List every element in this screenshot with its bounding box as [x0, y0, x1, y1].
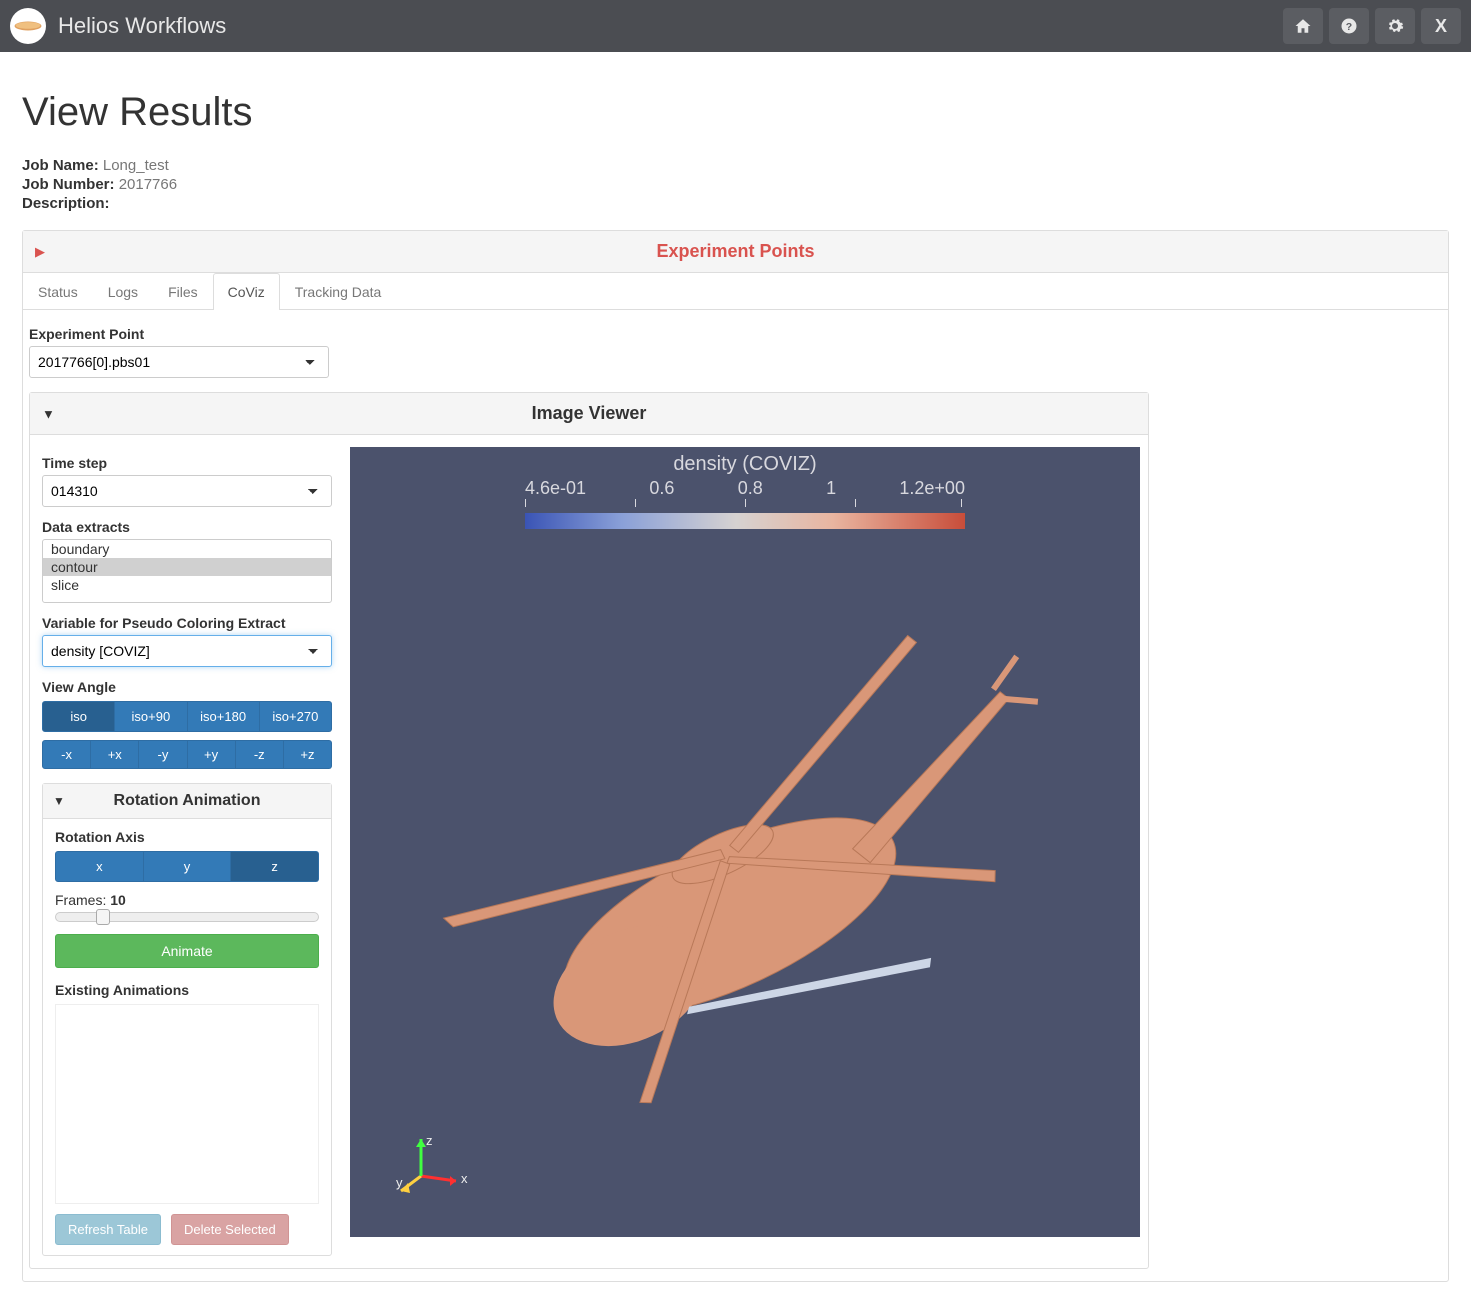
experiment-panel: ▶ Experiment Points StatusLogsFilesCoViz…	[22, 230, 1449, 1282]
tabs: StatusLogsFilesCoVizTracking Data	[23, 273, 1448, 310]
image-viewer-body: Time step 014310 Data extracts boundaryc…	[30, 435, 1148, 1268]
navbar-right: ? X	[1283, 8, 1461, 44]
rotation-panel-title: Rotation Animation	[114, 792, 261, 809]
view-angle-row2: -x+x-y+y-z+z	[42, 740, 332, 769]
viewer-canvas[interactable]: density (COVIZ) 4.6e-010.60.811.2e+00	[350, 447, 1140, 1237]
page-title: View Results	[22, 90, 1449, 135]
help-icon[interactable]: ?	[1329, 8, 1369, 44]
rotation-panel: ▼ Rotation Animation Rotation Axis xyz F…	[42, 783, 332, 1256]
view-angle-button[interactable]: x	[55, 851, 144, 882]
frames-slider[interactable]	[55, 912, 319, 922]
exp-point-label: Experiment Point	[29, 326, 1442, 342]
view-angle-label: View Angle	[42, 679, 332, 695]
gear-icon[interactable]	[1375, 8, 1415, 44]
data-extracts-listbox[interactable]: boundarycontourslice	[42, 539, 332, 603]
delete-selected-button[interactable]: Delete Selected	[171, 1214, 289, 1245]
pseudo-coloring-label: Variable for Pseudo Coloring Extract	[42, 615, 332, 631]
caret-down-icon[interactable]: ▼	[42, 406, 55, 421]
axis-gizmo-icon: x y z	[396, 1131, 476, 1201]
time-step-label: Time step	[42, 455, 332, 471]
rotation-axis-label: Rotation Axis	[55, 829, 319, 845]
job-number-value: 2017766	[119, 176, 177, 193]
job-name-label: Job Name:	[22, 157, 99, 174]
view-angle-button[interactable]: +y	[188, 740, 236, 769]
content: View Results Job Name: Long_test Job Num…	[0, 52, 1471, 1302]
svg-text:x: x	[461, 1171, 468, 1186]
data-extracts-label: Data extracts	[42, 519, 332, 535]
job-name-line: Job Name: Long_test	[22, 157, 1449, 174]
frames-slider-handle[interactable]	[96, 909, 110, 925]
existing-animations-list[interactable]	[55, 1004, 319, 1204]
exp-point-select[interactable]: 2017766[0].pbs01	[29, 346, 329, 378]
experiment-panel-header: ▶ Experiment Points	[23, 231, 1448, 273]
rotation-panel-header: ▼ Rotation Animation	[43, 784, 331, 819]
canvas-column: density (COVIZ) 4.6e-010.60.811.2e+00	[350, 447, 1140, 1256]
brand-logo[interactable]	[10, 8, 46, 44]
job-number-line: Job Number: 2017766	[22, 176, 1449, 193]
existing-animations-label: Existing Animations	[55, 982, 319, 998]
description-label: Description:	[22, 195, 110, 212]
animation-buttons: Refresh Table Delete Selected	[55, 1214, 319, 1245]
frames-line: Frames: 10	[55, 892, 319, 908]
image-viewer-title: Image Viewer	[532, 403, 647, 423]
svg-text:?: ?	[1346, 21, 1352, 33]
refresh-table-button[interactable]: Refresh Table	[55, 1214, 161, 1245]
view-angle-button[interactable]: -y	[139, 740, 187, 769]
svg-text:z: z	[426, 1133, 433, 1148]
view-angle-button[interactable]: iso+90	[115, 701, 187, 732]
tab-body: Experiment Point 2017766[0].pbs01 ▼ Imag…	[23, 310, 1448, 1281]
description-line: Description:	[22, 195, 1449, 212]
view-angle-button[interactable]: iso+180	[188, 701, 260, 732]
rotation-panel-body: Rotation Axis xyz Frames: 10 Animate	[43, 819, 331, 1255]
view-angle-row1: isoiso+90iso+180iso+270	[42, 701, 332, 732]
model-render	[350, 447, 1140, 1237]
view-angle-button[interactable]: iso	[42, 701, 115, 732]
frames-label: Frames:	[55, 892, 106, 908]
view-angle-button[interactable]: +z	[284, 740, 332, 769]
home-icon[interactable]	[1283, 8, 1323, 44]
view-angle-button[interactable]: z	[231, 851, 319, 882]
tab-status[interactable]: Status	[23, 273, 93, 310]
svg-text:y: y	[396, 1175, 403, 1190]
tab-logs[interactable]: Logs	[93, 273, 153, 310]
close-icon[interactable]: X	[1421, 8, 1461, 44]
list-item[interactable]: contour	[43, 558, 331, 576]
time-step-select[interactable]: 014310	[42, 475, 332, 507]
list-item[interactable]: boundary	[43, 540, 331, 558]
frames-value: 10	[110, 892, 126, 908]
tab-coviz[interactable]: CoViz	[213, 273, 280, 310]
image-viewer-header: ▼ Image Viewer	[30, 393, 1148, 435]
navbar-left: Helios Workflows	[10, 8, 226, 44]
pseudo-coloring-select[interactable]: density [COVIZ]	[42, 635, 332, 667]
view-angle-button[interactable]: +x	[91, 740, 139, 769]
view-angle-button[interactable]: -x	[42, 740, 91, 769]
rotation-axis-group: xyz	[55, 851, 319, 882]
tab-tracking-data[interactable]: Tracking Data	[280, 273, 397, 310]
caret-right-icon[interactable]: ▶	[35, 244, 45, 260]
job-name-value: Long_test	[103, 157, 169, 174]
job-number-label: Job Number:	[22, 176, 115, 193]
image-viewer-panel: ▼ Image Viewer Time step 014310 Data ext…	[29, 392, 1149, 1269]
animate-button[interactable]: Animate	[55, 934, 319, 968]
tab-files[interactable]: Files	[153, 273, 213, 310]
caret-down-icon[interactable]: ▼	[53, 794, 65, 808]
list-item[interactable]: slice	[43, 576, 331, 594]
navbar: Helios Workflows ? X	[0, 0, 1471, 52]
view-angle-button[interactable]: -z	[236, 740, 284, 769]
view-angle-button[interactable]: iso+270	[260, 701, 332, 732]
experiment-panel-title: Experiment Points	[656, 241, 814, 261]
brand-title: Helios Workflows	[58, 13, 226, 39]
controls-column: Time step 014310 Data extracts boundaryc…	[42, 447, 332, 1256]
view-angle-button[interactable]: y	[144, 851, 232, 882]
